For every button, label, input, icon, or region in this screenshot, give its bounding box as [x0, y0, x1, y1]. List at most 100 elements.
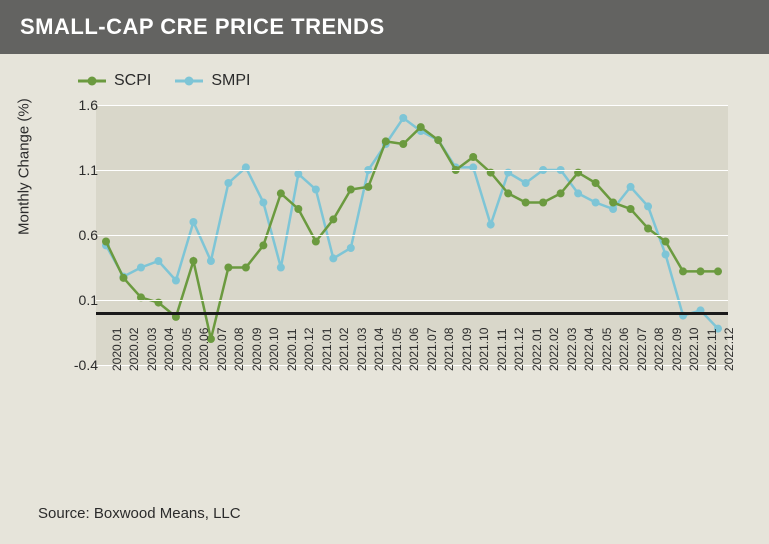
- xtick-label: 2021.04: [372, 328, 386, 371]
- data-point: [662, 238, 670, 246]
- xtick-label: 2022.08: [652, 328, 666, 371]
- data-point: [522, 179, 530, 187]
- data-point: [119, 274, 127, 282]
- xtick-label: 2022.09: [670, 328, 684, 371]
- xtick-label: 2021.08: [442, 328, 456, 371]
- legend-label: SCPI: [114, 72, 151, 90]
- data-point: [644, 202, 652, 210]
- data-point: [347, 186, 355, 194]
- data-point: [312, 186, 320, 194]
- data-point: [627, 183, 635, 191]
- legend-item: SMPI: [175, 72, 250, 90]
- xtick-label: 2021.05: [390, 328, 404, 371]
- data-point: [259, 241, 267, 249]
- legend-marker: [78, 74, 106, 88]
- data-point: [434, 136, 442, 144]
- ytick-label: 1.6: [50, 97, 98, 113]
- data-point: [592, 179, 600, 187]
- data-point: [609, 199, 617, 207]
- xtick-label: 2021.10: [477, 328, 491, 371]
- xtick-label: 2020.09: [250, 328, 264, 371]
- data-point: [662, 251, 670, 259]
- data-point: [277, 189, 285, 197]
- data-point: [224, 179, 232, 187]
- series-line: [106, 118, 718, 329]
- xtick-label: 2020.08: [232, 328, 246, 371]
- xtick-label: 2020.03: [145, 328, 159, 371]
- xtick-label: 2021.06: [407, 328, 421, 371]
- data-point: [574, 189, 582, 197]
- xtick-label: 2021.03: [355, 328, 369, 371]
- data-point: [154, 257, 162, 265]
- ytick-label: 0.6: [50, 227, 98, 243]
- y-axis-label: Monthly Change (%): [16, 98, 33, 235]
- gridline: [96, 105, 728, 106]
- xtick-label: 2022.02: [547, 328, 561, 371]
- data-point: [294, 170, 302, 178]
- data-point: [364, 183, 372, 191]
- xtick-label: 2021.12: [512, 328, 526, 371]
- gridline: [96, 235, 728, 236]
- ytick-label: 1.1: [50, 162, 98, 178]
- xtick-label: 2021.01: [320, 328, 334, 371]
- xtick-label: 2022.07: [635, 328, 649, 371]
- ytick-label: -0.4: [50, 357, 98, 373]
- data-point: [399, 114, 407, 122]
- plot-area: [96, 105, 728, 365]
- data-point: [627, 205, 635, 213]
- data-point: [189, 257, 197, 265]
- zero-line: [96, 312, 728, 315]
- data-point: [539, 199, 547, 207]
- data-point: [382, 137, 390, 145]
- xtick-label: 2020.12: [302, 328, 316, 371]
- xtick-label: 2020.06: [197, 328, 211, 371]
- data-point: [137, 264, 145, 272]
- data-point: [557, 189, 565, 197]
- chart-title: SMALL-CAP CRE PRICE TRENDS: [0, 0, 769, 54]
- xtick-label: 2022.05: [600, 328, 614, 371]
- legend: SCPI SMPI: [0, 54, 769, 98]
- gridline: [96, 300, 728, 301]
- xtick-label: 2020.01: [110, 328, 124, 371]
- source-text: Source: Boxwood Means, LLC: [38, 505, 241, 522]
- data-point: [697, 267, 705, 275]
- data-point: [399, 140, 407, 148]
- data-point: [504, 189, 512, 197]
- legend-item: SCPI: [78, 72, 151, 90]
- xtick-label: 2022.10: [687, 328, 701, 371]
- xtick-label: 2020.07: [215, 328, 229, 371]
- xtick-label: 2022.04: [582, 328, 596, 371]
- chart-container: SMALL-CAP CRE PRICE TRENDS SCPI SMPI Mon…: [0, 0, 769, 544]
- xtick-label: 2021.09: [460, 328, 474, 371]
- xtick-label: 2021.11: [495, 329, 509, 372]
- xtick-label: 2022.06: [617, 328, 631, 371]
- xtick-label: 2022.12: [722, 328, 736, 371]
- data-point: [592, 199, 600, 207]
- data-point: [259, 199, 267, 207]
- data-point: [207, 257, 215, 265]
- legend-marker: [175, 74, 203, 88]
- data-point: [522, 199, 530, 207]
- data-point: [644, 225, 652, 233]
- xtick-label: 2022.03: [565, 328, 579, 371]
- data-point: [469, 153, 477, 161]
- data-point: [102, 238, 110, 246]
- xtick-label: 2020.05: [180, 328, 194, 371]
- gridline: [96, 170, 728, 171]
- xtick-label: 2020.04: [162, 328, 176, 371]
- ytick-label: 0.1: [50, 292, 98, 308]
- data-point: [189, 218, 197, 226]
- xtick-label: 2022.01: [530, 328, 544, 371]
- data-point: [347, 244, 355, 252]
- legend-label: SMPI: [211, 72, 250, 90]
- xtick-label: 2020.10: [267, 328, 281, 371]
- data-point: [294, 205, 302, 213]
- data-point: [417, 123, 425, 131]
- data-point: [329, 215, 337, 223]
- data-point: [242, 264, 250, 272]
- data-point: [487, 221, 495, 229]
- xtick-label: 2020.02: [127, 328, 141, 371]
- xtick-label: 2022.11: [705, 329, 719, 372]
- data-point: [172, 277, 180, 285]
- xtick-label: 2021.07: [425, 328, 439, 371]
